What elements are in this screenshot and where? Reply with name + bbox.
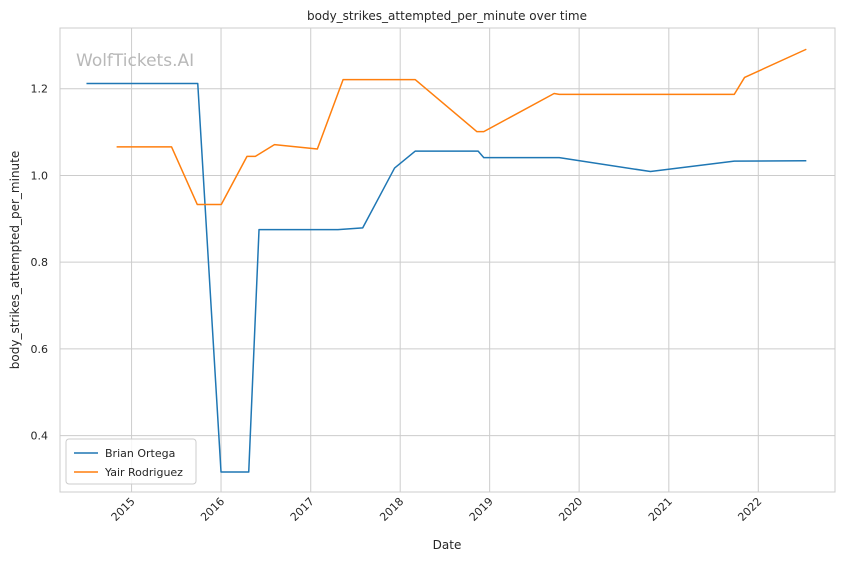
legend: Brian Ortega Yair Rodriguez (65, 438, 197, 485)
y-tick-label: 1.0 (31, 169, 49, 182)
watermark-text: WolfTickets.AI (76, 51, 194, 71)
chart-title: body_strikes_attempted_per_minute over t… (307, 9, 587, 23)
y-axis-ticks: 0.4 0.6 0.8 1.0 1.2 (31, 83, 49, 443)
y-tick-label: 1.2 (31, 83, 49, 96)
legend-label-brian-ortega: Brian Ortega (105, 447, 175, 460)
plot-frame (59, 27, 836, 493)
series-line-brian-ortega (86, 82, 807, 473)
y-axis-title: body_strikes_attempted_per_minute (8, 151, 22, 369)
series-line-yair-rodriguez (116, 48, 807, 206)
y-tick-label: 0.8 (31, 256, 49, 269)
series-lines (86, 48, 807, 473)
x-axis-title: Date (433, 538, 462, 552)
grid (60, 28, 835, 492)
legend-box (65, 438, 197, 485)
y-tick-label: 0.4 (31, 430, 49, 443)
y-tick-label: 0.6 (31, 343, 49, 356)
legend-label-yair-rodriguez: Yair Rodriguez (104, 466, 183, 479)
